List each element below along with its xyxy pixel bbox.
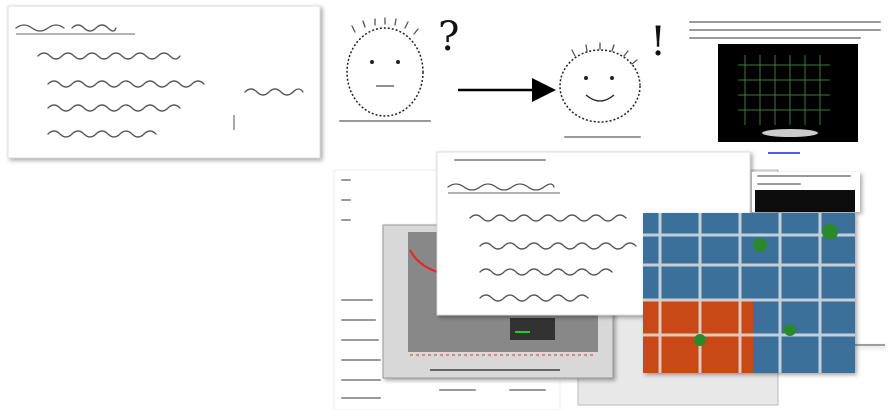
grid-image <box>643 172 885 373</box>
question-mark: ? <box>438 14 459 60</box>
exclamation-mark: ! <box>650 19 666 65</box>
figure-panel <box>689 21 881 154</box>
happy-face: ! <box>559 19 666 138</box>
confused-face: ? <box>339 14 459 122</box>
note-card <box>7 5 321 159</box>
arrow <box>458 78 556 102</box>
